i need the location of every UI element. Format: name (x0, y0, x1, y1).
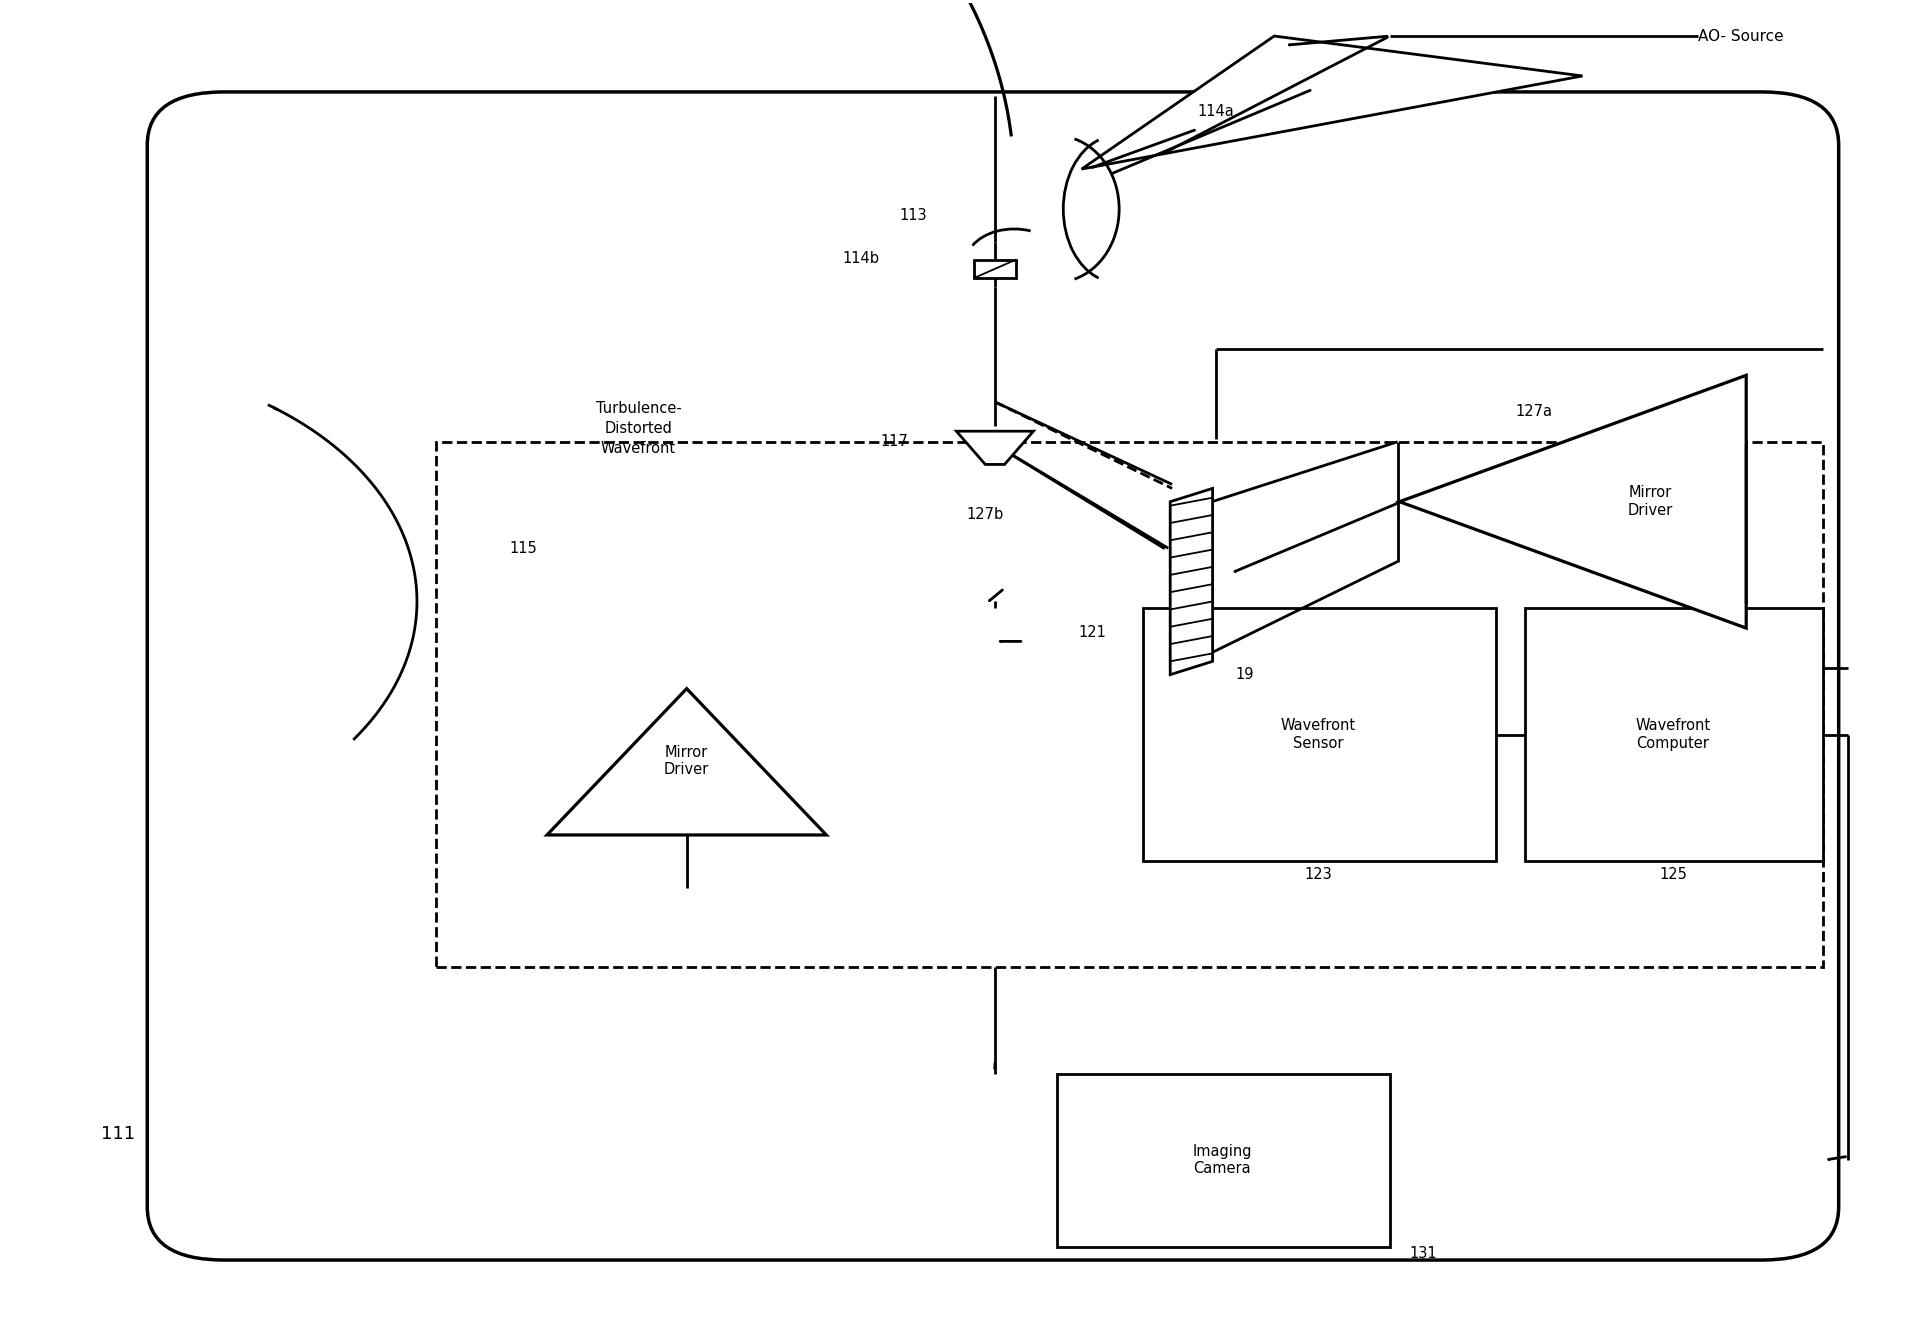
Polygon shape (547, 688, 827, 835)
Text: 111: 111 (100, 1125, 135, 1142)
Text: Turbulence-
Distorted
Wavefront: Turbulence- Distorted Wavefront (595, 401, 682, 456)
Text: Wavefront
Computer: Wavefront Computer (1636, 719, 1710, 751)
Polygon shape (974, 259, 1016, 278)
Text: Mirror
Driver: Mirror Driver (1627, 485, 1673, 518)
Text: Imaging
Camera: Imaging Camera (1192, 1144, 1252, 1177)
Text: 113: 113 (900, 208, 927, 223)
Text: 117: 117 (881, 434, 908, 449)
Text: 114b: 114b (842, 251, 879, 266)
Text: 127a: 127a (1515, 403, 1551, 418)
Bar (1144, 608, 1495, 860)
Text: AO- Source: AO- Source (1698, 28, 1783, 44)
Text: Wavefront
Sensor: Wavefront Sensor (1281, 719, 1356, 751)
Text: 19: 19 (1236, 667, 1254, 683)
FancyBboxPatch shape (147, 92, 1839, 1260)
Text: Mirror
Driver: Mirror Driver (665, 745, 709, 778)
Bar (1524, 608, 1824, 860)
Text: 115: 115 (508, 541, 537, 556)
Bar (1057, 1074, 1389, 1246)
Text: 125: 125 (1660, 867, 1687, 882)
Polygon shape (1399, 375, 1747, 628)
Polygon shape (1171, 489, 1213, 675)
Text: 114a: 114a (1198, 104, 1235, 119)
Bar (437, 442, 1824, 967)
Polygon shape (956, 432, 1034, 465)
Text: 131: 131 (1408, 1246, 1437, 1261)
Text: 121: 121 (1078, 624, 1107, 640)
Text: 123: 123 (1304, 867, 1333, 882)
Polygon shape (1082, 36, 1582, 170)
Text: 127b: 127b (966, 508, 1003, 522)
